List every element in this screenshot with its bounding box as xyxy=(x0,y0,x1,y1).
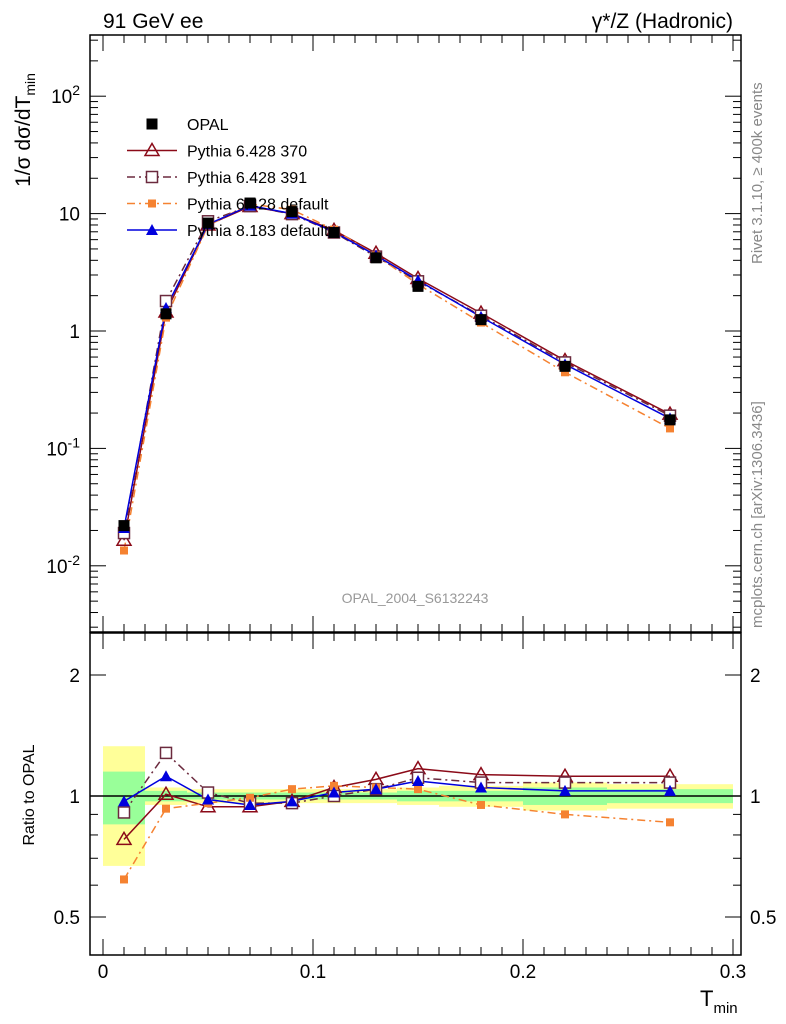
main-y-tick-label: 10-1 xyxy=(46,434,80,460)
ratio-point-p6_370 xyxy=(157,785,175,801)
ratio-point-p6_default xyxy=(246,793,254,802)
x-tick-label: 0.3 xyxy=(720,962,746,983)
legend-marker xyxy=(145,170,159,184)
main-point-opal xyxy=(160,308,172,320)
main-y-tick-label: 102 xyxy=(51,82,80,108)
main-y-tick-label: 1 xyxy=(69,322,80,343)
main-point-opal xyxy=(559,360,571,372)
ratio-y-tick-label: 0.5 xyxy=(54,908,80,929)
ratio-point-p6_391 xyxy=(159,746,173,760)
x-tick-label: 0.1 xyxy=(300,962,326,983)
main-point-opal xyxy=(475,314,487,326)
main-series-group xyxy=(115,197,679,555)
ratio-point-p6_default xyxy=(162,804,170,813)
legend-label: Pythia 6.428 default xyxy=(187,197,329,214)
legend-marker xyxy=(143,142,161,157)
main-point-opal xyxy=(286,206,298,218)
main-line-p6_370 xyxy=(123,205,671,541)
legend-marker xyxy=(148,199,156,208)
ratio-point-p8_default xyxy=(202,793,214,805)
main-line-p6_391 xyxy=(123,205,671,534)
ratio-y-axis-label: Ratio to OPAL xyxy=(21,744,38,845)
main-point-opal xyxy=(370,252,382,264)
ratio-point-p6_370 xyxy=(115,830,133,846)
ratio-point-p6_default xyxy=(666,818,674,827)
main-y-tick-label: 10 xyxy=(59,205,80,226)
main-y-axis-label: 1/σ dσ/dTmin xyxy=(12,73,38,187)
energy-label: 91 GeV ee xyxy=(103,10,203,33)
ratio-axis-ticks: 0.5 0.5 1 1 2 2 0 0.1 0.2 0.3 xyxy=(54,633,776,983)
legend-label: Pythia 6.428 370 xyxy=(187,144,307,161)
main-point-p6_default xyxy=(120,546,128,555)
main-line-p6_default xyxy=(123,203,671,551)
ratio-series-group xyxy=(115,746,679,884)
main-point-opal xyxy=(328,227,340,239)
ratio-point-p6_default xyxy=(561,810,569,819)
ratio-point-p6_default xyxy=(288,785,296,794)
ratio-point-p8_default xyxy=(286,795,298,807)
ratio-uncertainty-bands xyxy=(103,746,733,866)
ratio-y-tick-label-right: 1 xyxy=(750,787,761,808)
main-point-p6_default xyxy=(561,368,569,377)
analysis-watermark: OPAL_2004_S6132243 xyxy=(342,590,489,606)
ratio-point-p8_default xyxy=(118,795,130,807)
rivet-label: Rivet 3.1.10, ≥ 400k events xyxy=(749,82,766,264)
ratio-point-p6_default xyxy=(120,875,128,884)
main-point-opal xyxy=(202,217,214,229)
x-tick-label: 0 xyxy=(98,962,109,983)
ratio-y-tick-label-right: 2 xyxy=(750,666,761,687)
x-axis-label: Tmin xyxy=(700,986,738,1017)
ratio-point-p6_391 xyxy=(117,806,131,819)
legend-marker xyxy=(146,224,158,235)
process-label: γ*/Z (Hadronic) xyxy=(592,10,733,33)
legend-label: Pythia 6.428 391 xyxy=(187,170,307,187)
main-panel: 10-2 10-1 1 10 102 OPAL Pythia 6.428 370 Pythi… xyxy=(12,34,742,633)
ratio-point-p8_default xyxy=(412,774,424,786)
ratio-point-p6_default xyxy=(414,785,422,794)
main-y-tick-label: 10-2 xyxy=(46,552,80,578)
ratio-panel: 0.5 0.5 1 1 2 2 0 0.1 0.2 0.3 Ratio to OPAL Tmin xyxy=(21,632,776,1017)
ratio-point-p6_default xyxy=(477,800,485,809)
legend: OPAL Pythia 6.428 370 Pythia 6.428 391 Pyth… xyxy=(127,117,329,240)
legend-label: OPAL xyxy=(187,117,229,134)
ratio-point-p8_default xyxy=(160,770,172,782)
main-point-opal xyxy=(118,520,130,532)
main-frame xyxy=(89,34,742,633)
main-point-opal xyxy=(244,197,256,209)
main-point-p6_default xyxy=(666,424,674,433)
legend-marker xyxy=(146,118,158,130)
main-axis-ticks: 10-2 10-1 1 10 102 xyxy=(46,35,741,632)
ratio-y-tick-label: 2 xyxy=(69,666,80,687)
ratio-point-p8_default xyxy=(559,784,571,796)
ratio-point-p8_default xyxy=(244,798,256,810)
legend-label: Pythia 8.183 default xyxy=(187,223,329,240)
ratio-point-p8_default xyxy=(475,781,487,793)
mcplots-label: mcplots.cern.ch [arXiv:1306.3436] xyxy=(749,401,766,628)
ratio-point-p8_default xyxy=(328,786,340,798)
ratio-frame xyxy=(89,632,742,956)
ratio-point-p6_default xyxy=(330,781,338,790)
main-point-opal xyxy=(664,414,676,426)
main-line-p8_default xyxy=(123,204,671,529)
main-point-opal xyxy=(412,280,424,292)
ratio-point-p8_default xyxy=(370,783,382,795)
ratio-y-tick-label: 1 xyxy=(69,787,80,808)
ratio-point-p8_default xyxy=(664,784,676,796)
ratio-y-tick-label-right: 0.5 xyxy=(750,908,776,929)
x-tick-label: 0.2 xyxy=(510,962,536,983)
